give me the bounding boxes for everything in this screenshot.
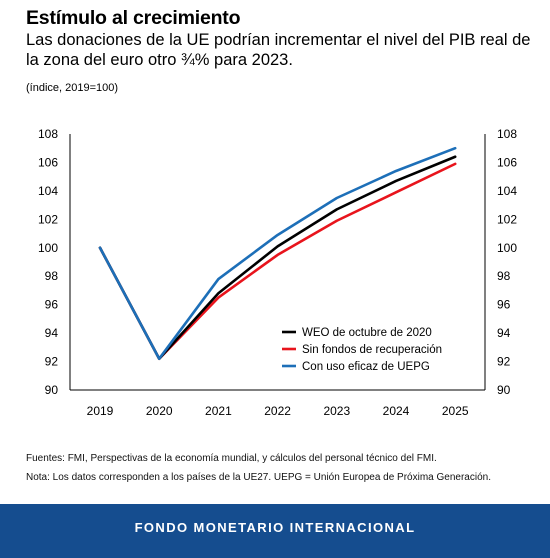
y-tick-label-left: 94 [45,326,59,340]
legend-label: Con uso eficaz de UEPG [302,361,430,373]
footer-bar: FONDO MONETARIO INTERNACIONAL [0,504,550,558]
y-tick-label-right: 96 [497,298,511,312]
x-tick-label: 2022 [264,404,291,418]
y-tick-label-left: 92 [45,355,59,369]
sources-note: Fuentes: FMI, Perspectivas de la economí… [26,453,437,464]
y-tick-label-right: 102 [497,212,517,226]
y-tick-label-right: 100 [497,241,517,255]
y-tick-label-left: 100 [38,241,58,255]
x-tick-label: 2023 [323,404,350,418]
y-tick-label-right: 94 [497,326,511,340]
y-tick-label-left: 106 [38,155,58,169]
chart-subtitle: Las donaciones de la UE podrían incremen… [26,31,531,69]
x-tick-label: 2024 [383,404,410,418]
data-note: Nota: Los datos corresponden a los paíse… [26,472,491,483]
legend-label: Sin fondos de recuperación [302,344,442,356]
y-tick-label-left: 104 [38,184,58,198]
unit-label: (índice, 2019=100) [26,82,119,94]
x-tick-label: 2021 [205,404,232,418]
series-line-2 [98,146,457,361]
y-tick-label-right: 98 [497,269,511,283]
y-tick-label-left: 108 [38,127,58,141]
footer-label: FONDO MONETARIO INTERNACIONAL [134,520,416,535]
y-tick-label-right: 90 [497,383,511,397]
y-tick-label-left: 98 [45,269,59,283]
y-tick-label-left: 96 [45,298,59,312]
x-tick-label: 2025 [442,404,469,418]
notes: Fuentes: FMI, Perspectivas de la economí… [26,449,541,487]
y-tick-label-left: 90 [45,383,59,397]
chart-title: Estímulo al crecimiento [26,7,241,29]
y-tick-label-right: 104 [497,184,517,198]
y-tick-label-right: 106 [497,155,517,169]
line-chart: 90 92 94 96 98 100 102 104 106 108 90 92 94 96 98 100 1… [38,127,517,418]
y-tick-label-right: 92 [497,355,511,369]
x-tick-label: 2019 [87,404,114,418]
legend-label: WEO de octubre de 2020 [302,327,432,339]
y-tick-label-left: 102 [38,212,58,226]
x-tick-label: 2020 [146,404,173,418]
y-tick-label-right: 108 [497,127,517,141]
